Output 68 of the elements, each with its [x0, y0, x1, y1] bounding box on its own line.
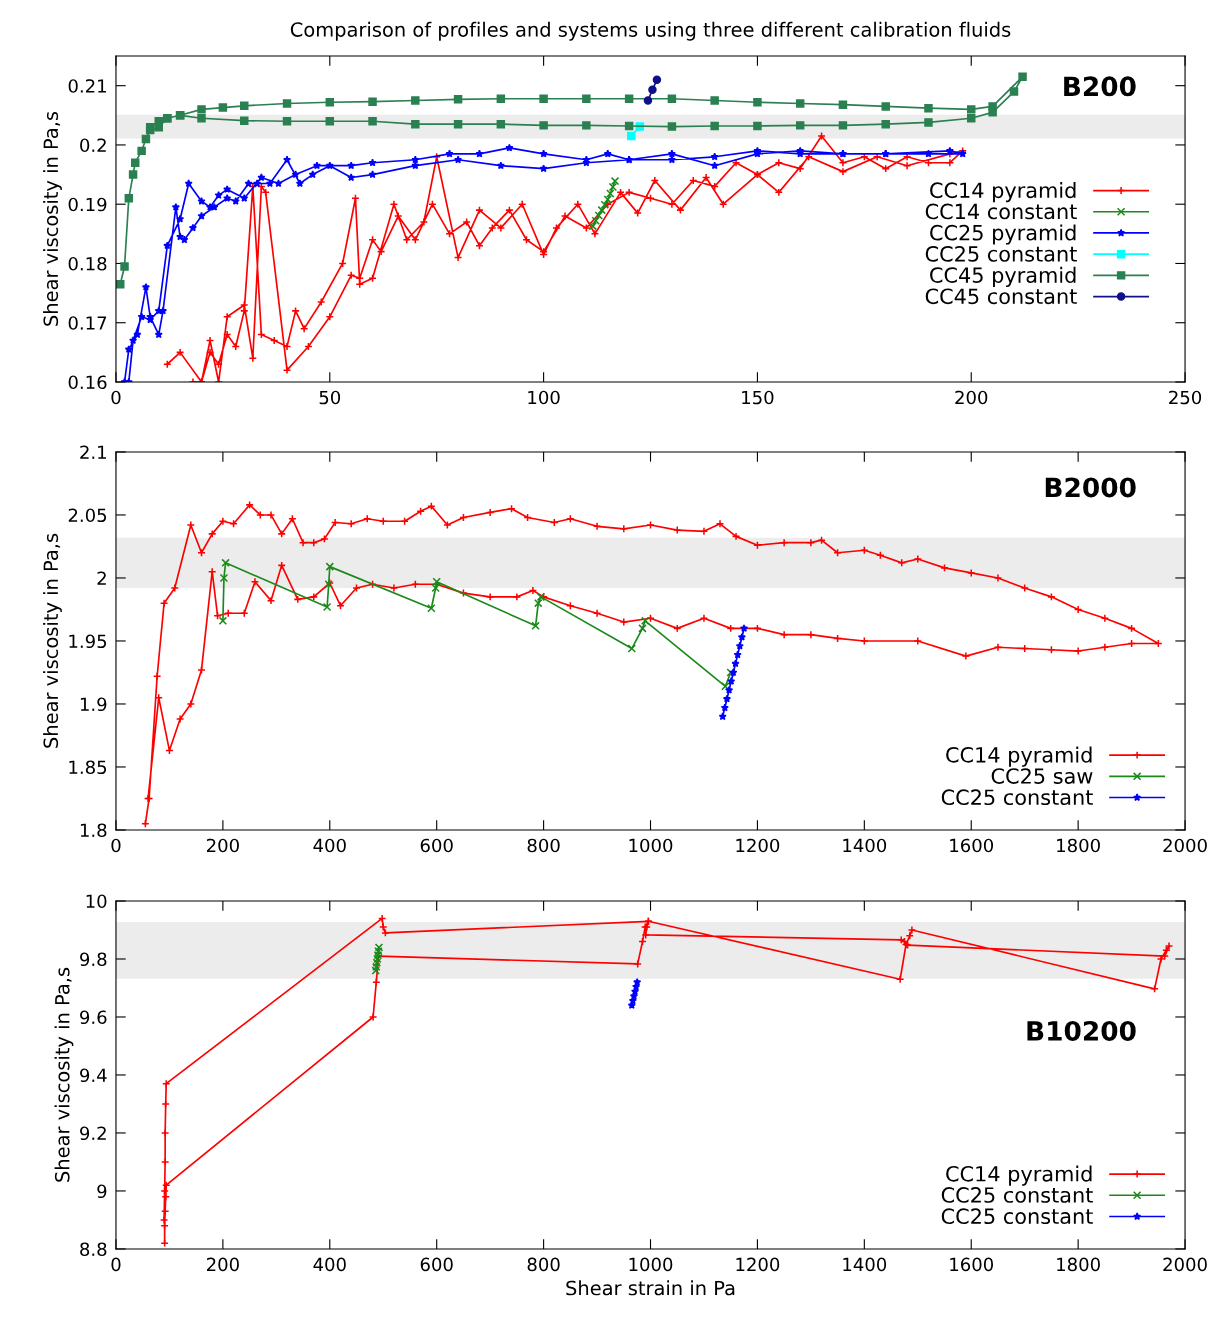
- x-tick-label: 0: [111, 838, 121, 853]
- x-tick-label: 0: [111, 1257, 121, 1272]
- legend-label: CC45 constant: [925, 288, 1077, 305]
- legend-label: CC14 pyramid: [930, 182, 1076, 203]
- legend-label: CC14 pyramid: [946, 1165, 1092, 1186]
- y-tick-label: 1.8: [80, 823, 107, 838]
- y-tick-label: 9: [97, 1184, 107, 1199]
- x-tick-label: 50: [319, 390, 341, 405]
- x-tick-label: 100: [528, 390, 560, 405]
- x-tick-label: 2000: [1163, 1257, 1207, 1272]
- x-tick-label: 1400: [843, 838, 887, 853]
- x-tick-label: 200: [206, 838, 239, 853]
- x-tick-label: 400: [313, 838, 346, 853]
- y-tick-label: 1.85: [69, 760, 107, 775]
- x-tick-label: 1000: [629, 1257, 673, 1272]
- y-tick-label: 0.2: [80, 138, 106, 153]
- y-tick-label: 9.8: [80, 952, 107, 967]
- x-tick-label: 1800: [1057, 1257, 1100, 1272]
- x-axis-title: Shear strain in Pa: [566, 1280, 735, 1296]
- y-tick-label: 9.4: [80, 1068, 107, 1083]
- x-tick-label: 1600: [950, 838, 994, 853]
- x-tick-label: 150: [742, 390, 774, 405]
- legend-label: CC45 pyramid: [930, 266, 1076, 287]
- annotation: B200: [1064, 76, 1136, 97]
- annotation: B2000: [1045, 477, 1136, 498]
- y-tick-label: 1.95: [69, 634, 107, 649]
- x-tick-label: 2000: [1163, 838, 1207, 853]
- x-tick-label: 1200: [736, 838, 780, 853]
- y-tick-label: 2: [97, 571, 106, 585]
- y-tick-label: 1.9: [80, 697, 107, 712]
- legend-label: CC25 saw: [991, 768, 1093, 784]
- x-tick-label: 400: [313, 1257, 346, 1272]
- x-tick-label: 250: [1169, 390, 1202, 405]
- y-tick-label: 10: [86, 894, 107, 909]
- annotation: B10200: [1027, 1020, 1136, 1041]
- legend-label: CC25 constant: [941, 1187, 1093, 1203]
- y-tick-label: 0.18: [68, 256, 107, 271]
- legend-label: CC14 pyramid: [946, 746, 1092, 767]
- legend-label: CC25 constant: [925, 245, 1077, 262]
- x-tick-label: 0: [111, 390, 121, 405]
- y-tick-label: 0.19: [68, 197, 107, 212]
- y-axis-title: Shear viscosity in Pa,s: [54, 967, 74, 1182]
- y-axis-title: Shear viscosity in Pa,s: [43, 533, 62, 748]
- y-tick-label: 9.6: [80, 1010, 107, 1025]
- legend-label: CC25 pyramid: [930, 224, 1076, 245]
- y-axis-title: Shear viscosity in Pa,s: [43, 111, 62, 326]
- y-tick-label: 0.17: [68, 316, 107, 330]
- x-tick-label: 1600: [950, 1257, 994, 1272]
- y-tick-label: 0.16: [68, 375, 107, 390]
- x-tick-label: 1400: [843, 1257, 887, 1272]
- y-tick-label: 2.1: [80, 445, 106, 459]
- x-tick-label: 200: [206, 1257, 239, 1272]
- x-tick-label: 200: [955, 390, 988, 405]
- legend-label: CC14 constant: [925, 203, 1077, 220]
- y-tick-label: 9.2: [80, 1126, 106, 1141]
- y-tick-label: 8.8: [80, 1242, 107, 1257]
- legend-label: CC25 constant: [941, 789, 1093, 806]
- x-tick-label: 600: [420, 1257, 453, 1272]
- legend-label: CC25 constant: [941, 1208, 1093, 1225]
- chart-title: Comparison of profiles and systems using three different calibration fluids: [290, 21, 1011, 41]
- x-tick-label: 1200: [736, 1257, 780, 1272]
- x-tick-label: 600: [420, 838, 453, 853]
- y-tick-label: 0.21: [68, 79, 106, 93]
- x-tick-label: 1000: [629, 838, 673, 853]
- x-tick-label: 1800: [1057, 838, 1100, 853]
- x-tick-label: 800: [527, 1257, 560, 1272]
- x-tick-label: 800: [527, 838, 560, 853]
- y-tick-label: 2.05: [68, 508, 107, 523]
